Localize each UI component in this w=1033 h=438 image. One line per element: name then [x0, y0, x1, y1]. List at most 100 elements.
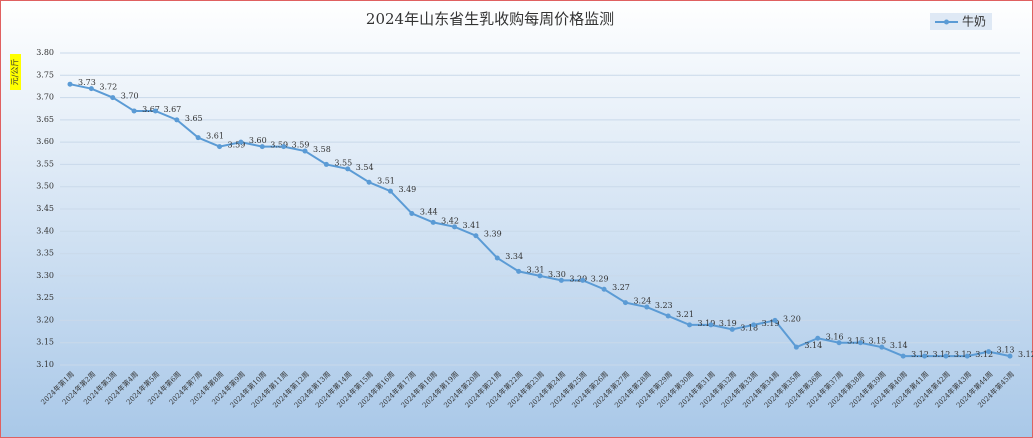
point [708, 322, 714, 328]
data-label: 3.12 [911, 350, 929, 359]
data-label: 3.51 [377, 176, 395, 185]
point [409, 210, 415, 216]
data-label: 3.19 [698, 319, 716, 328]
point [943, 353, 949, 359]
data-label: 3.34 [505, 252, 523, 261]
data-label: 3.31 [527, 265, 545, 274]
data-label: 3.72 [99, 83, 117, 92]
point [217, 144, 223, 150]
y-tick-label: 3.35 [36, 249, 54, 258]
point [387, 188, 393, 194]
point [430, 219, 436, 225]
point [1007, 353, 1013, 359]
point [751, 322, 757, 328]
data-label: 3.65 [185, 114, 203, 123]
point [580, 277, 586, 283]
point [323, 161, 329, 167]
y-tick-label: 3.60 [36, 137, 54, 146]
data-label: 3.41 [463, 221, 481, 230]
data-label: 3.18 [740, 323, 758, 332]
data-label: 3.55 [334, 158, 352, 167]
point [772, 317, 778, 323]
data-label: 3.59 [228, 141, 246, 150]
point [302, 148, 308, 154]
data-label: 3.15 [847, 337, 865, 346]
point [473, 233, 479, 239]
y-tick-label: 3.50 [36, 182, 54, 191]
point [793, 344, 799, 350]
data-label: 3.27 [612, 283, 630, 292]
data-label: 3.15 [868, 337, 886, 346]
data-label: 3.67 [163, 105, 181, 114]
data-label: 3.14 [890, 341, 908, 350]
y-tick-label: 3.75 [36, 70, 54, 79]
point [644, 304, 650, 310]
point [687, 322, 693, 328]
point [964, 353, 970, 359]
point [88, 86, 94, 92]
point [879, 344, 885, 350]
data-label: 3.42 [441, 216, 459, 225]
data-label: 3.29 [591, 274, 609, 283]
point [622, 300, 628, 306]
point [238, 139, 244, 145]
point [366, 179, 372, 185]
data-label: 3.59 [292, 141, 310, 150]
point [857, 340, 863, 346]
data-label: 3.14 [804, 341, 822, 350]
point [601, 286, 607, 292]
point [345, 166, 351, 172]
data-label: 3.49 [398, 185, 416, 194]
point [558, 277, 564, 283]
point [452, 224, 458, 230]
y-tick-label: 3.55 [36, 159, 54, 168]
point [195, 135, 201, 141]
data-label: 3.44 [420, 207, 438, 216]
point [815, 335, 821, 341]
legend-marker [944, 19, 949, 25]
data-label: 3.70 [121, 92, 139, 101]
y-tick-label: 3.65 [36, 115, 54, 124]
point [152, 108, 158, 114]
data-label: 3.24 [633, 297, 651, 306]
point [259, 144, 265, 150]
point [729, 326, 735, 332]
data-label: 3.20 [783, 314, 801, 323]
point [922, 353, 928, 359]
point [174, 117, 180, 123]
y-axis-label: 元/公斤 [10, 59, 20, 86]
data-label: 3.67 [142, 105, 160, 114]
data-label: 3.21 [676, 310, 694, 319]
y-tick-label: 3.70 [36, 93, 54, 102]
y-tick-label: 3.25 [36, 293, 54, 302]
chart-title: 2024年山东省生乳收购每周价格监测 [366, 10, 614, 28]
data-label: 3.60 [249, 136, 267, 145]
y-tick-label: 3.15 [36, 338, 54, 347]
data-label: 3.19 [762, 319, 780, 328]
point [537, 273, 543, 279]
data-label: 3.12 [933, 350, 951, 359]
data-label: 3.30 [548, 270, 566, 279]
data-label: 3.23 [655, 301, 673, 310]
point [516, 268, 522, 274]
data-label: 3.12 [975, 350, 993, 359]
point [131, 108, 137, 114]
legend [930, 13, 992, 30]
point [110, 95, 116, 101]
data-label: 3.61 [206, 132, 224, 141]
data-label: 3.16 [826, 332, 844, 341]
y-label-bg [10, 54, 21, 90]
y-tick-label: 3.40 [36, 226, 54, 235]
data-label: 3.54 [356, 163, 374, 172]
data-label: 3.58 [313, 145, 331, 154]
data-label: 3.39 [484, 230, 502, 239]
y-tick-label: 3.20 [36, 315, 54, 324]
y-tick-label: 3.80 [36, 48, 54, 57]
data-label: 3.12 [1018, 350, 1033, 359]
data-label: 3.13 [997, 346, 1015, 355]
data-label: 3.73 [78, 78, 96, 87]
point [900, 353, 906, 359]
point [836, 340, 842, 346]
data-label: 3.19 [719, 319, 737, 328]
